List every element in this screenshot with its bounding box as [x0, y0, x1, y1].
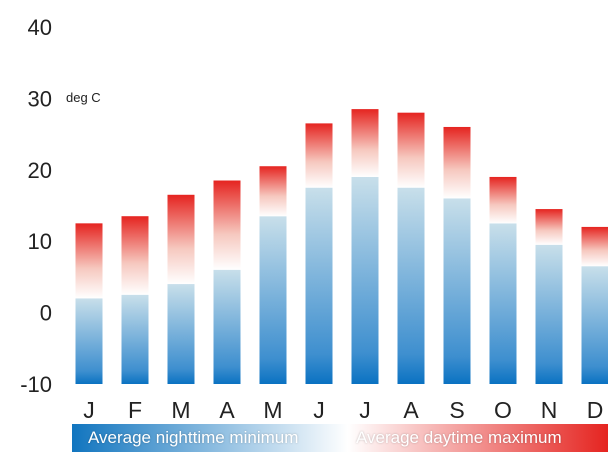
daytime-bar [443, 126, 471, 199]
nighttime-bar [213, 269, 241, 384]
x-tick-label: D [587, 397, 604, 423]
y-tick-label: 30 [28, 86, 52, 111]
nighttime-bar [535, 244, 563, 384]
x-tick-label: N [541, 397, 558, 423]
nighttime-bar [167, 284, 195, 384]
legend-min-swatch [72, 424, 348, 452]
unit-label: deg C [66, 90, 101, 105]
daytime-bars [75, 109, 608, 299]
nighttime-bar [581, 266, 608, 384]
legend-item-max: Average daytime maximum [348, 424, 608, 452]
x-tick-label: A [219, 397, 235, 423]
daytime-bar [167, 194, 195, 285]
nighttime-bar [259, 216, 287, 384]
nighttime-bars [75, 176, 608, 384]
daytime-bar [213, 180, 241, 270]
y-tick-label: 10 [28, 229, 52, 254]
daytime-bar [489, 176, 517, 224]
daytime-bar [259, 166, 287, 217]
x-tick-label: J [359, 397, 371, 423]
x-tick-label: M [171, 397, 190, 423]
y-tick-label: 0 [40, 301, 52, 326]
x-tick-label: S [449, 397, 464, 423]
x-tick-label: J [313, 397, 325, 423]
legend-label-max: Average daytime maximum [356, 428, 562, 447]
nighttime-bar [305, 187, 333, 384]
nighttime-bar [443, 198, 471, 384]
daytime-bar [121, 216, 149, 295]
nighttime-bar [489, 223, 517, 384]
daytime-bar [535, 209, 563, 245]
y-tick-label: 40 [28, 15, 52, 40]
nighttime-bar [397, 187, 425, 384]
x-tick-label: F [128, 397, 142, 423]
daytime-bar [397, 112, 425, 188]
legend-label-min: Average nighttime minimum [88, 428, 299, 447]
y-tick-label: 20 [28, 158, 52, 183]
daytime-bar [305, 123, 333, 188]
x-tick-label: J [83, 397, 95, 423]
x-tick-label: M [263, 397, 282, 423]
y-axis-labels: 40 30 20 10 0 -10 [20, 15, 52, 397]
nighttime-bar [121, 294, 149, 384]
nighttime-bar [351, 176, 379, 384]
x-tick-label: O [494, 397, 512, 423]
legend-max-swatch [348, 424, 608, 452]
daytime-bar [581, 226, 608, 267]
nighttime-bar [75, 298, 103, 384]
legend: Average nighttime minimum Average daytim… [72, 424, 608, 452]
y-tick-label: -10 [20, 372, 52, 397]
daytime-bar [351, 109, 379, 177]
legend-item-min: Average nighttime minimum [72, 424, 348, 452]
x-tick-label: A [403, 397, 419, 423]
daytime-bar [75, 223, 103, 299]
